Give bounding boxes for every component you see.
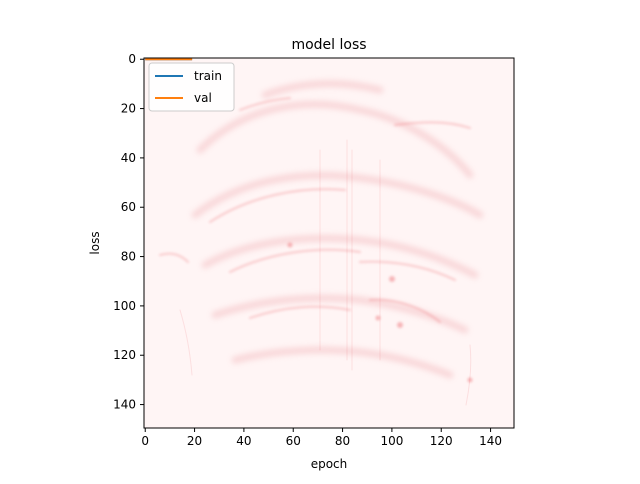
plot-frame xyxy=(143,57,515,429)
x-tick-label: 140 xyxy=(479,434,502,448)
x-tick-label: 80 xyxy=(335,434,350,448)
x-tick-label: 0 xyxy=(141,434,149,448)
legend-val-label: val xyxy=(194,91,212,105)
legend-train-label: train xyxy=(194,69,222,83)
x-axis-label: epoch xyxy=(311,457,348,471)
x-tick-label: 40 xyxy=(236,434,251,448)
heatmap-image xyxy=(158,80,484,406)
y-tick-label: 140 xyxy=(113,398,136,412)
y-tick-label: 60 xyxy=(121,200,136,214)
y-tick-label: 20 xyxy=(121,102,136,116)
x-tick-label: 20 xyxy=(187,434,202,448)
x-tick-label: 120 xyxy=(430,434,453,448)
y-tick-label: 80 xyxy=(121,250,136,264)
y-axis-ticks: 0 20 40 60 80 100 120 140 xyxy=(113,52,144,412)
y-axis-label: loss xyxy=(88,231,102,254)
legend: train val xyxy=(148,62,235,112)
y-tick-label: 100 xyxy=(113,299,136,313)
x-axis-ticks: 0 20 40 60 80 100 120 140 xyxy=(141,428,502,448)
x-tick-label: 100 xyxy=(380,434,403,448)
y-tick-label: 120 xyxy=(113,348,136,362)
x-tick-label: 60 xyxy=(286,434,301,448)
chart-title: model loss xyxy=(291,37,366,53)
y-tick-label: 0 xyxy=(128,52,136,66)
y-tick-label: 40 xyxy=(121,151,136,165)
plot-background xyxy=(144,58,514,428)
